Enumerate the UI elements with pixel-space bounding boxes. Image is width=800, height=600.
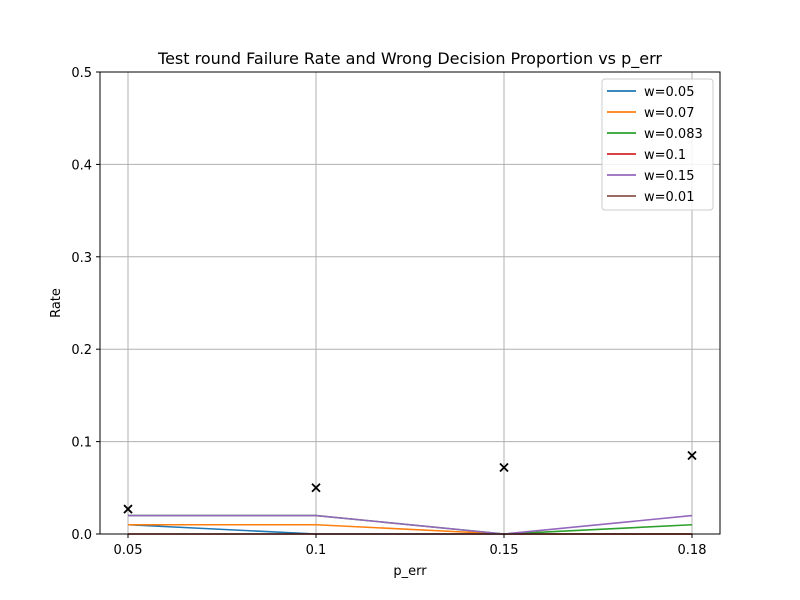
plot-frame <box>99 71 721 535</box>
y-axis-label: Rate <box>49 288 64 318</box>
chart-title: Test round Failure Rate and Wrong Decisi… <box>157 49 662 69</box>
y-tick-label: 0.0 <box>71 528 92 543</box>
series-lines <box>127 514 693 535</box>
x-marker <box>311 483 321 493</box>
x-marker-stroke <box>311 483 321 493</box>
x-tick-label: 0.1 <box>306 543 327 558</box>
x-marker-stroke <box>687 450 697 461</box>
legend: w=0.05 w=0.07 w=0.083 w=0.1 w=0.15 w=0.01 <box>601 78 714 211</box>
legend-label: w=0.083 <box>644 127 703 142</box>
legend-label: w=0.15 <box>644 169 694 184</box>
legend-label: w=0.07 <box>644 106 694 121</box>
x-marker <box>123 504 133 514</box>
legend-label: w=0.01 <box>644 190 694 205</box>
series-line-w-0-15 <box>128 514 693 535</box>
x-marker-stroke <box>499 462 509 473</box>
y-tick-label: 0.2 <box>71 343 92 358</box>
ticks: 0.05 0.1 0.15 0.18 0.0 0.1 0.2 0.3 0.4 0.5 <box>71 66 706 558</box>
x-marker <box>687 450 697 461</box>
x-markers <box>123 450 697 514</box>
y-tick-label: 0.4 <box>71 158 92 173</box>
x-tick-label: 0.05 <box>114 543 143 558</box>
legend-label: w=0.05 <box>644 85 694 100</box>
x-tick-label: 0.18 <box>678 543 707 558</box>
legend-label: w=0.1 <box>644 148 686 163</box>
x-marker <box>499 462 509 473</box>
y-tick-label: 0.3 <box>71 251 92 266</box>
x-axis-label: p_err <box>393 564 427 579</box>
x-marker-stroke <box>123 504 133 514</box>
y-tick-label: 0.1 <box>71 436 92 451</box>
x-tick-label: 0.15 <box>490 543 519 558</box>
y-tick-label: 0.5 <box>71 66 92 81</box>
